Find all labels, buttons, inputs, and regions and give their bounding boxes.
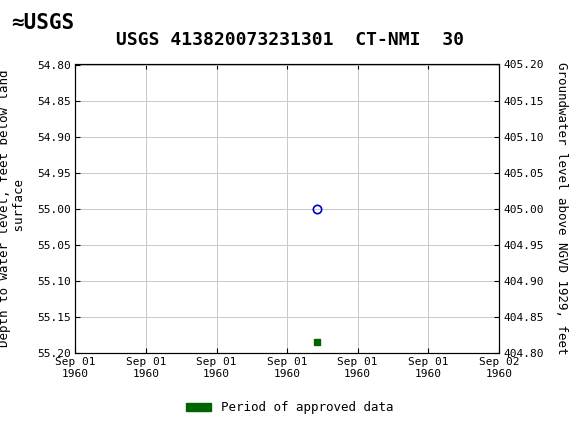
- Legend: Period of approved data: Period of approved data: [181, 396, 399, 419]
- Text: ≈USGS: ≈USGS: [12, 12, 75, 33]
- FancyBboxPatch shape: [3, 2, 102, 43]
- Y-axis label: Depth to water level, feet below land
 surface: Depth to water level, feet below land su…: [0, 70, 26, 347]
- Y-axis label: Groundwater level above NGVD 1929, feet: Groundwater level above NGVD 1929, feet: [555, 62, 568, 355]
- Text: USGS 413820073231301  CT-NMI  30: USGS 413820073231301 CT-NMI 30: [116, 31, 464, 49]
